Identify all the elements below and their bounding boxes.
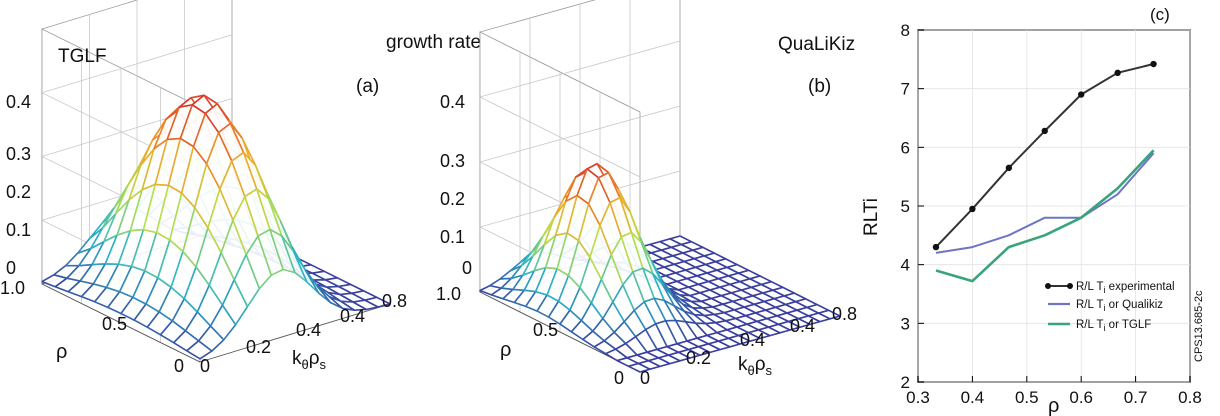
panel-a-k-tick: 0.2: [246, 337, 271, 357]
panel-a-z-tick: 0: [6, 258, 16, 278]
panel-b-k-tick: 0.4: [790, 316, 815, 336]
panel-b-surface: [479, 162, 841, 373]
wall-gridline: [40, 34, 233, 172]
panel-b-z-tick: 0: [462, 258, 472, 278]
panel-b-rho-tick: 0: [614, 368, 624, 388]
panel-a-z-tick: 0.1: [6, 220, 31, 240]
panel-c-line-chart: 0.3 0.4 0.5 0.6 0.7 0.8 2 3 4 5 6 7 8 (c) ρ RLTi CPS…: [861, 5, 1205, 416]
panel-b-qualikiz: QuaLiKiz (b) 0 0.1 0.2 0.3 0.4 1.0 0.5 0…: [436, 0, 857, 388]
panel-a-k-tick: 0.8: [382, 291, 407, 311]
y-tick-label: 8: [901, 21, 910, 40]
x-tick-label: 0.8: [1178, 388, 1202, 407]
panel-c-label: (c): [1150, 5, 1170, 24]
data-point-experimental: [1078, 91, 1085, 98]
panel-c-x-label: ρ: [1048, 395, 1059, 416]
y-tick-label: 5: [901, 197, 910, 216]
panel-a-rho-tick: 0.5: [102, 314, 127, 334]
panel-a-tglf: TGLF (a) 0 0.1 0.2 0.3 0.4 1.0 0.5 0 ρ 0…: [0, 0, 407, 376]
panel-b-title: QuaLiKiz: [778, 34, 855, 55]
wall-gridline: [478, 40, 681, 178]
data-point-experimental: [969, 205, 976, 213]
panel-a-z-tick: 0.4: [6, 92, 31, 112]
panel-b-rho-label: ρ: [500, 339, 511, 361]
legend-label-tglf: R/L Ti or TGLF: [1076, 319, 1151, 333]
x-tick-label: 0.4: [961, 388, 985, 407]
panel-c-legend: R/L Ti experimental R/L Ti or Qualikiz R…: [1045, 281, 1175, 333]
panel-a-rho-label: ρ: [56, 341, 67, 363]
y-tick-label: 2: [901, 373, 910, 392]
panel-a-z-tick: 0.3: [6, 144, 31, 164]
legend-marker-experimental: [1067, 283, 1073, 289]
x-tick-label: 0.3: [906, 388, 930, 407]
panel-a-k-tick: 0.4: [296, 320, 321, 340]
panel-a-rho-tick: 0: [174, 356, 184, 376]
panel-b-k-tick: 0: [640, 368, 650, 388]
data-point-experimental: [932, 243, 940, 251]
legend-item-tglf: R/L Ti or TGLF: [1048, 319, 1151, 333]
panel-c-side-label: CPS13.685-2c: [1193, 290, 1205, 362]
x-tick-label: 0.5: [1015, 388, 1039, 407]
panel-b-k-tick: 0.8: [832, 304, 857, 324]
panel-a-title: TGLF: [58, 46, 107, 67]
panel-b-rho-tick: 0.5: [533, 320, 558, 340]
panel-a-k-tick: 0.4: [340, 306, 365, 326]
panel-a-k-tick: 0: [200, 356, 210, 376]
series-line-experimental: [935, 63, 1154, 248]
series-line-qualikiz: [935, 152, 1155, 254]
legend-item-qualikiz: R/L Ti or Qualikiz: [1048, 299, 1163, 313]
panel-c-y-label: RLTi: [861, 198, 882, 236]
panel-a-rho-tick: 1.0: [0, 278, 25, 298]
data-point-experimental: [1150, 60, 1157, 68]
panel-b-k-label: kθρs: [738, 354, 773, 378]
x-tick-label: 0.6: [1069, 388, 1093, 407]
panel-a-label: (a): [356, 76, 379, 97]
panel-b-z-tick: 0.1: [440, 227, 465, 247]
data-point-experimental: [1005, 164, 1013, 172]
legend-item-experimental: R/L Ti experimental: [1045, 281, 1175, 295]
panel-c-series: [932, 60, 1157, 283]
panel-b-z-tick: 0.4: [440, 92, 465, 112]
panel-b-label: (b): [808, 76, 831, 97]
legend-label-qualikiz: R/L Ti or Qualikiz: [1076, 299, 1163, 313]
panel-a-z-tick: 0.2: [6, 182, 31, 202]
shared-title: growth rate: [386, 32, 481, 53]
panel-b-k-tick: 0.4: [740, 330, 765, 350]
y-tick-label: 6: [901, 138, 910, 157]
y-tick-label: 3: [901, 314, 910, 333]
legend-marker-experimental: [1045, 283, 1051, 289]
panel-a-k-label: kθρs: [292, 348, 327, 372]
legend-label-experimental: R/L Ti experimental: [1076, 281, 1175, 295]
x-tick-label: 0.7: [1124, 388, 1148, 407]
panel-b-z-tick: 0.3: [440, 151, 465, 171]
surface-cell: [364, 296, 391, 308]
y-tick-label: 7: [901, 80, 910, 99]
panel-b-rho-tick: 1.0: [436, 284, 461, 304]
panel-b-z-tick: 0.2: [440, 189, 465, 209]
panel-c-ticks: 0.3 0.4 0.5 0.6 0.7 0.8 2 3 4 5 6 7 8: [901, 21, 1202, 407]
y-tick-label: 4: [901, 256, 910, 275]
data-point-experimental: [1114, 69, 1121, 77]
surface-cell: [817, 309, 841, 320]
series-line-tglf: [935, 149, 1155, 283]
panel-b-k-tick: 0.2: [686, 348, 711, 368]
panel-a-surface: [41, 94, 391, 360]
data-point-experimental: [1041, 127, 1048, 135]
